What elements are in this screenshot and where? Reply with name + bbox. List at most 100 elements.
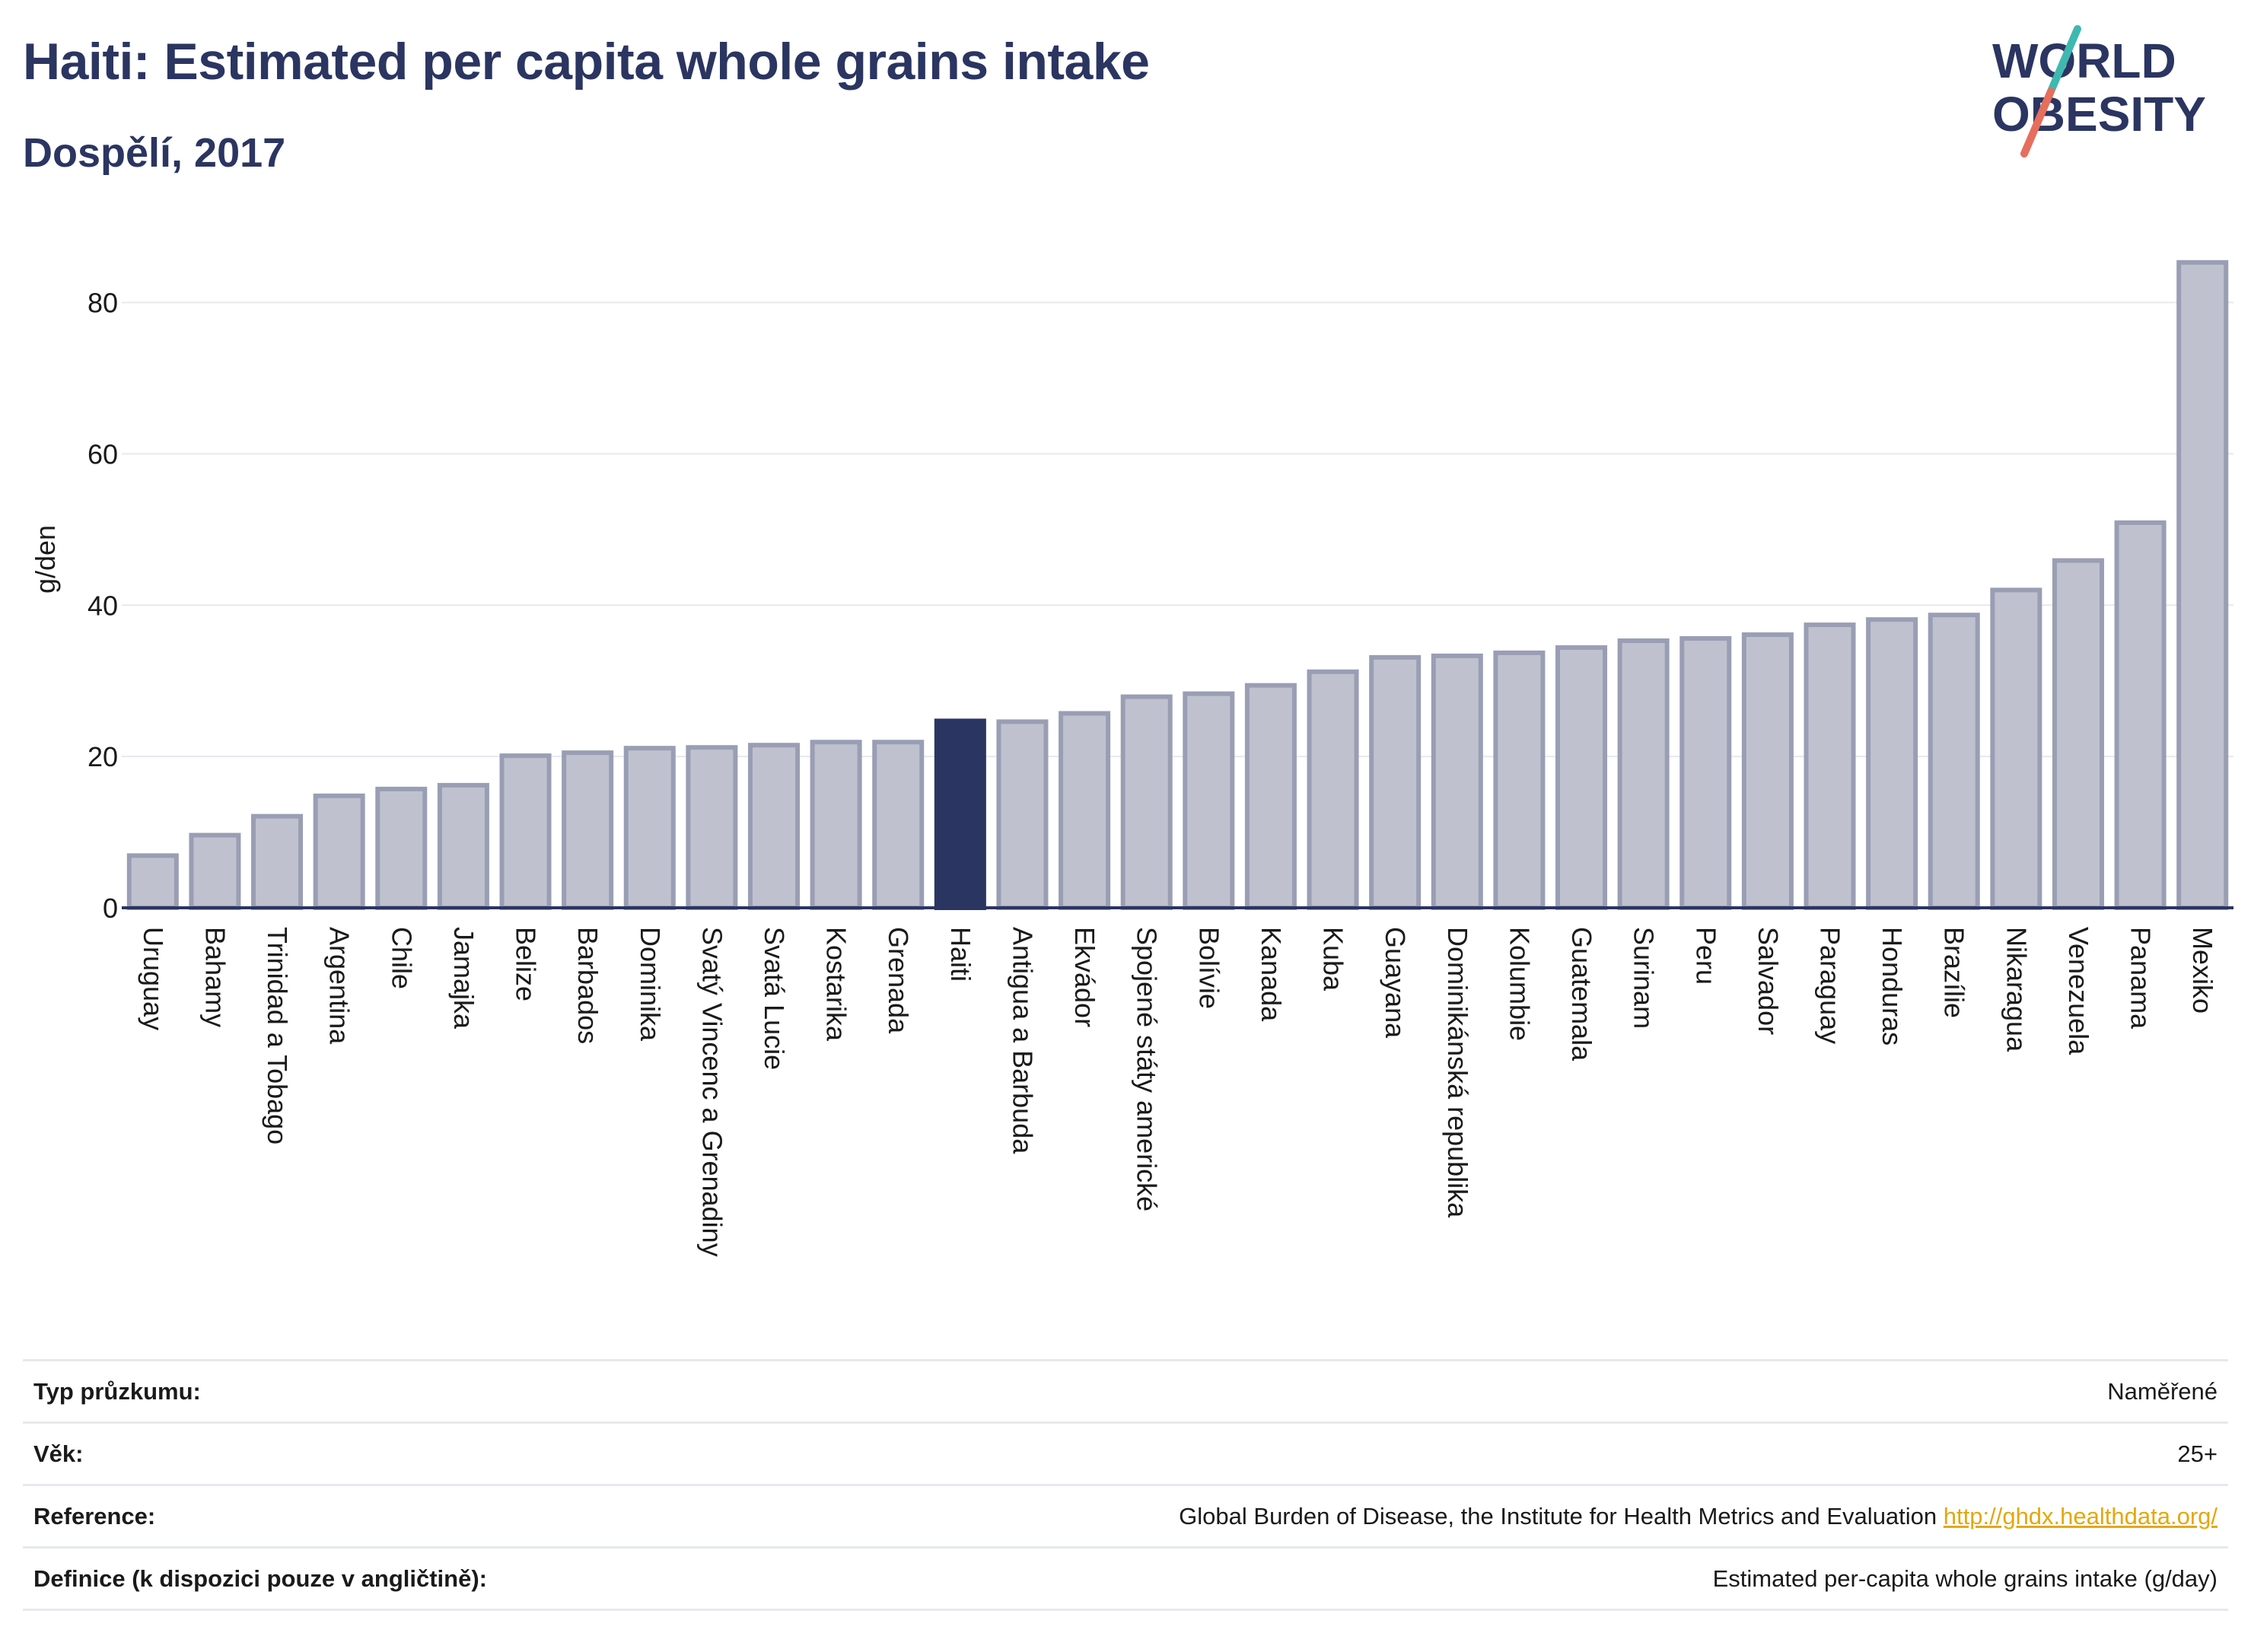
bar xyxy=(1555,645,1608,910)
info-table: Typ průzkumu: Naměřené Věk: 25+ Referenc… xyxy=(23,1359,2228,1611)
chart-title: Haiti: Estimated per capita whole grains… xyxy=(23,33,1150,91)
bar xyxy=(1369,654,1422,910)
bar xyxy=(562,750,614,911)
x-tick-label: Venezuela xyxy=(2063,927,2094,1055)
x-tick-label: Svatý Vincenc a Grenadiny xyxy=(696,927,728,1257)
bar xyxy=(1741,632,1794,910)
bar xyxy=(189,832,241,910)
bar xyxy=(1059,711,1111,910)
x-tick-label: Svatá Lucie xyxy=(759,927,790,1070)
info-value: Naměřené xyxy=(2107,1377,2218,1405)
x-tick-label: Guatemala xyxy=(1566,927,1597,1062)
y-axis-label: g/den xyxy=(30,525,61,594)
info-label: Věk: xyxy=(33,1440,84,1467)
x-tick-label: Brazílie xyxy=(1939,927,1970,1018)
x-tick-label: Trinidad a Tobago xyxy=(262,927,293,1144)
bar xyxy=(375,786,428,911)
logo-slash-coral xyxy=(2020,88,2055,158)
bar xyxy=(251,813,304,910)
x-tick-label: Grenada xyxy=(883,927,914,1034)
x-tick-label: Bahamy xyxy=(199,927,231,1027)
x-tick-label: Barbados xyxy=(572,927,603,1044)
bar xyxy=(810,740,862,910)
x-tick-label: Bolívie xyxy=(1193,927,1224,1009)
x-tick-label: Paraguay xyxy=(1814,927,1845,1044)
bar xyxy=(1183,691,1235,911)
x-tick-label: Kostarika xyxy=(821,927,852,1042)
x-tick-label: Spojené státy americké xyxy=(1132,927,1163,1211)
bar xyxy=(1244,683,1297,911)
x-tick-label: Argentina xyxy=(324,927,355,1045)
info-row-age: Věk: 25+ xyxy=(23,1422,2228,1485)
x-tick-label: Uruguay xyxy=(138,927,169,1030)
logo-text-obesity: OBESITY xyxy=(1992,87,2206,142)
bar-highlight xyxy=(934,718,986,910)
bar xyxy=(2114,520,2167,910)
bar xyxy=(623,746,676,910)
bar xyxy=(1431,653,1483,910)
bar xyxy=(686,745,738,910)
x-tick-label: Jamajka xyxy=(448,927,479,1030)
info-value-cell: Global Burden of Disease, the Institute … xyxy=(705,1485,2228,1548)
info-value: Estimated per-capita whole grains intake… xyxy=(1712,1564,2218,1592)
x-tick-label: Kolumbie xyxy=(1504,927,1535,1041)
reference-link[interactable]: http://ghdx.healthdata.org/ xyxy=(1943,1502,2218,1529)
x-tick-label: Honduras xyxy=(1877,927,1908,1046)
bar xyxy=(437,782,489,910)
bar xyxy=(1120,694,1173,910)
axis-layer: 0 20 40 60 80 xyxy=(88,288,2233,924)
info-row-survey-type: Typ průzkumu: Naměřené xyxy=(23,1360,2228,1423)
bar xyxy=(872,740,925,910)
x-labels-layer: Uruguay Bahamy Trinidad a Tobago Argentina C… xyxy=(138,927,2218,1257)
y-tick-label: 40 xyxy=(88,590,118,621)
y-tick-label: 20 xyxy=(88,741,118,772)
x-tick-label: Nikaragua xyxy=(2001,927,2032,1052)
world-obesity-logo: WORLD OBESITY xyxy=(1992,25,2206,158)
y-tick-label: 60 xyxy=(88,438,118,469)
bars-layer xyxy=(126,259,2229,911)
bar xyxy=(1617,638,1670,910)
x-tick-label: Belize xyxy=(511,927,542,1001)
x-tick-label: Dominikánská republika xyxy=(1442,927,1473,1218)
x-tick-label: Kuba xyxy=(1318,927,1349,992)
bar xyxy=(1990,587,2042,910)
bar xyxy=(1804,622,1856,910)
info-row-definition: Definice (k dispozici pouze v angličtině… xyxy=(23,1547,2228,1610)
x-tick-label: Salvador xyxy=(1753,927,1784,1035)
bar xyxy=(313,793,365,911)
info-row-reference: Reference: Global Burden of Disease, the… xyxy=(23,1485,2228,1548)
reference-text: Global Burden of Disease, the Institute … xyxy=(1179,1502,1937,1529)
info-label: Typ průzkumu: xyxy=(33,1377,201,1405)
bar xyxy=(2176,259,2229,910)
x-tick-label: Chile xyxy=(386,927,417,989)
x-tick-label: Mexiko xyxy=(2187,927,2218,1014)
info-label: Reference: xyxy=(33,1502,156,1529)
x-tick-label: Haiti xyxy=(945,927,976,982)
bar xyxy=(126,853,179,911)
bar xyxy=(747,743,800,911)
x-tick-label: Guayana xyxy=(1380,927,1411,1039)
bar xyxy=(1679,636,1732,910)
y-tick-label: 0 xyxy=(103,893,118,924)
logo-slash-teal xyxy=(2047,25,2081,95)
info-value: 25+ xyxy=(2177,1440,2218,1467)
x-tick-label: Kanada xyxy=(1256,927,1287,1022)
x-tick-label: Dominika xyxy=(635,927,666,1042)
bar xyxy=(996,719,1049,910)
y-tick-label: 80 xyxy=(88,288,118,319)
info-label: Definice (k dispozici pouze v angličtině… xyxy=(33,1564,487,1592)
bar xyxy=(1307,669,1359,910)
x-tick-label: Panama xyxy=(2125,927,2157,1030)
bar xyxy=(2052,558,2104,911)
x-tick-label: Peru xyxy=(1690,927,1721,985)
bar xyxy=(1493,650,1546,911)
bar xyxy=(1866,617,1918,911)
x-tick-label: Antigua a Barbuda xyxy=(1007,927,1038,1154)
bar xyxy=(1928,613,1980,910)
logo-text-world: WORLD xyxy=(1992,33,2176,88)
bar-chart: 0 20 40 60 80 Uruguay Bahamy Trinidad a Tobago… xyxy=(30,259,2233,1257)
x-tick-label: Ekvádor xyxy=(1069,927,1100,1027)
bar xyxy=(499,753,552,910)
x-tick-label: Surinam xyxy=(1629,927,1660,1029)
chart-subtitle: Dospělí, 2017 xyxy=(23,130,286,176)
